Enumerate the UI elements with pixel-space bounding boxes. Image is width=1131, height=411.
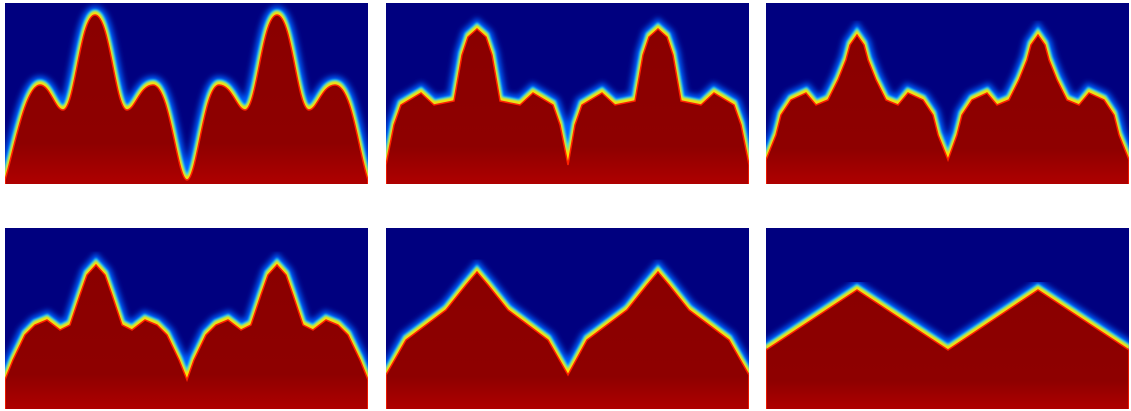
interface-yellow: [5, 10, 368, 181]
panel: [5, 228, 368, 409]
interface-yellow: [386, 266, 749, 378]
panel: [766, 3, 1129, 184]
panel-content: [386, 3, 749, 184]
panel: [386, 228, 749, 409]
panel-content: [766, 3, 1129, 184]
panel-content: [386, 228, 749, 409]
panel: [5, 3, 368, 184]
phase-region: [386, 27, 749, 184]
phase-region: [5, 263, 368, 409]
panel: [386, 3, 749, 184]
phase-region: [766, 289, 1129, 409]
panel: [766, 228, 1129, 409]
phase-region: [386, 270, 749, 409]
panel-content: [766, 228, 1129, 409]
panel-content: [5, 3, 368, 184]
phase-region: [5, 14, 368, 184]
phase-region: [766, 33, 1129, 184]
interface-yellow: [766, 285, 1129, 351]
panel-content: [5, 228, 368, 409]
